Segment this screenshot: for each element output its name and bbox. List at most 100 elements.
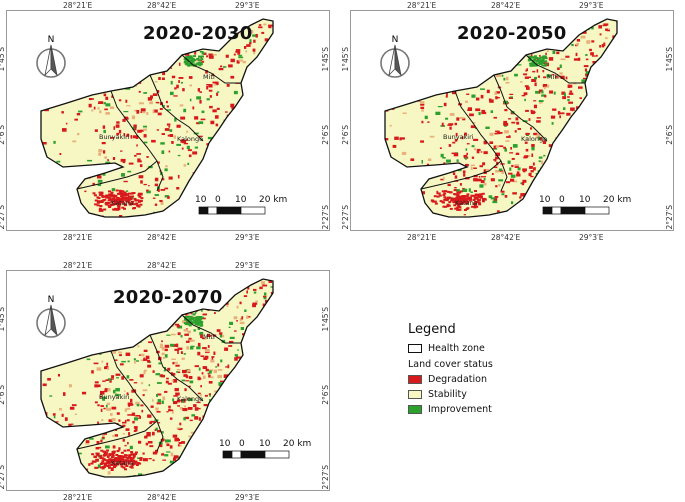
latitude-tick-label: 2°27′S	[341, 205, 350, 230]
scale-label: 0	[559, 195, 565, 205]
improvement-swatch	[408, 405, 422, 414]
latitude-tick-label: 1°45′S	[0, 307, 6, 332]
stability-area	[385, 19, 617, 217]
north-arrow-icon	[380, 44, 410, 78]
longitude-tick-label: 29°3′E	[235, 261, 260, 270]
health-zone-boundary	[181, 314, 241, 344]
legend-health-zone-label: Health zone	[428, 343, 485, 354]
scale-label: 20 km	[603, 195, 632, 205]
north-arrow-icon	[36, 304, 66, 338]
health-zone-name: Katana	[111, 459, 134, 467]
stability-area	[41, 19, 273, 217]
health-zone-boundary	[76, 160, 158, 190]
map-canvas: N	[36, 278, 290, 478]
scale-label: 10	[195, 195, 207, 205]
latitude-tick-label: 1°45′S	[321, 47, 330, 72]
map-panel-2020-2050: N 10 0 10 20 km 2020-2050 28°21′E 28°21′E 28°42′…	[341, 1, 674, 242]
scale-bar	[222, 450, 290, 459]
health-zone-boundary	[149, 334, 204, 402]
scale-label: 0	[239, 439, 245, 449]
map-canvas: N	[36, 18, 274, 218]
latitude-tick-label: 1°45′S	[341, 47, 350, 72]
health-zone-boundary	[149, 74, 204, 142]
longitude-tick-label: 28°42′E	[147, 1, 177, 10]
scale-bar	[198, 206, 266, 215]
longitude-tick-label: 28°21′E	[407, 233, 437, 242]
longitude-tick-label: 28°21′E	[63, 1, 93, 10]
legend-subtitle: Land cover status	[408, 359, 493, 370]
scale-label: 10	[539, 195, 551, 205]
map-legend: Legend Health zone Land cover status Deg…	[408, 322, 608, 432]
legend-item-improvement: Improvement	[408, 402, 608, 417]
longitude-tick-label: 29°3′E	[579, 1, 604, 10]
latitude-tick-label: 2°27′S	[0, 465, 6, 490]
latitude-tick-label: 2°6′S	[321, 385, 330, 405]
longitude-tick-label: 28°42′E	[147, 493, 177, 502]
scale-label: 10	[235, 195, 247, 205]
latitude-tick-label: 2°6′S	[341, 125, 350, 145]
health-zone-name: Katana	[111, 199, 134, 207]
health-zone-name: Bunyakiri	[99, 133, 130, 141]
latitude-tick-label: 2°6′S	[0, 385, 6, 405]
panel-title: 2020-2050	[457, 23, 567, 44]
health-zone-boundary	[420, 160, 502, 190]
legend-stability-label: Stability	[428, 389, 467, 400]
longitude-tick-label: 28°21′E	[63, 233, 93, 242]
scale-label: 10	[579, 195, 591, 205]
scale-label: 20 km	[283, 439, 312, 449]
health-zone-name: Kalonge	[177, 135, 204, 143]
health-zone-boundary	[525, 54, 585, 84]
latitude-tick-label: 2°6′S	[0, 125, 6, 145]
latitude-tick-label: 2°6′S	[321, 125, 330, 145]
stability-swatch	[408, 390, 422, 399]
health-zone-name: Kalonge	[177, 395, 204, 403]
health-zone-boundary	[493, 74, 548, 142]
longitude-tick-label: 28°42′E	[147, 233, 177, 242]
north-label: N	[48, 35, 55, 45]
map-canvas: N	[380, 18, 618, 218]
legend-item-degradation: Degradation	[408, 372, 608, 387]
legend-item-stability: Stability	[408, 387, 608, 402]
map-panel-2020-2070: N 10 0 10 20 km 2020-2070 28°21′E 28°21′E 28°42′…	[0, 261, 330, 502]
north-label: N	[48, 295, 55, 305]
degradation-swatch	[408, 375, 422, 384]
longitude-tick-label: 28°42′E	[491, 1, 521, 10]
north-arrow-icon	[36, 44, 66, 78]
health-zone-name: Miti	[203, 333, 215, 341]
health-zone-name: Kalonge	[521, 135, 548, 143]
longitude-tick-label: 28°42′E	[491, 233, 521, 242]
map-panel-2020-2030: N 10 0 10 20 km 2020-2030 28°21′E 28°21′E 28°42′…	[0, 1, 330, 242]
panel-title: 2020-2070	[113, 287, 223, 308]
health-zone-name: Miti	[547, 73, 559, 81]
scale-bar-labels: 10 0 10 20 km	[195, 195, 288, 206]
longitude-tick-label: 28°42′E	[147, 261, 177, 270]
latitude-tick-label: 2°27′S	[665, 205, 674, 230]
north-label: N	[392, 35, 399, 45]
scale-label: 10	[259, 439, 271, 449]
panel-title: 2020-2030	[143, 23, 253, 44]
scale-bar-labels: 10 0 10 20 km	[539, 195, 632, 206]
latitude-tick-label: 2°27′S	[321, 205, 330, 230]
health-zone-swatch	[408, 344, 422, 353]
health-zone-name: Bunyakiri	[99, 393, 130, 401]
scale-bar-labels: 10 0 10 20 km	[219, 439, 312, 450]
health-zone-name: Bunyakiri	[443, 133, 474, 141]
legend-item-health-zone: Health zone	[408, 341, 608, 356]
latitude-tick-label: 1°45′S	[0, 47, 6, 72]
legend-improvement-label: Improvement	[428, 404, 492, 415]
latitude-tick-label: 2°6′S	[665, 125, 674, 145]
longitude-tick-label: 28°21′E	[63, 261, 93, 270]
scale-label: 20 km	[259, 195, 288, 205]
health-zone-boundary	[110, 350, 164, 452]
health-zone-name: Miti	[203, 73, 215, 81]
health-zone-boundary	[76, 420, 158, 450]
latitude-tick-label: 1°45′S	[665, 47, 674, 72]
longitude-tick-label: 28°21′E	[407, 1, 437, 10]
legend-degradation-label: Degradation	[428, 374, 487, 385]
latitude-tick-label: 2°27′S	[0, 205, 6, 230]
legend-title: Legend	[408, 322, 456, 337]
health-zone-boundary	[454, 90, 508, 192]
scale-label: 0	[215, 195, 221, 205]
longitude-tick-label: 29°3′E	[235, 1, 260, 10]
longitude-tick-label: 28°21′E	[63, 493, 93, 502]
